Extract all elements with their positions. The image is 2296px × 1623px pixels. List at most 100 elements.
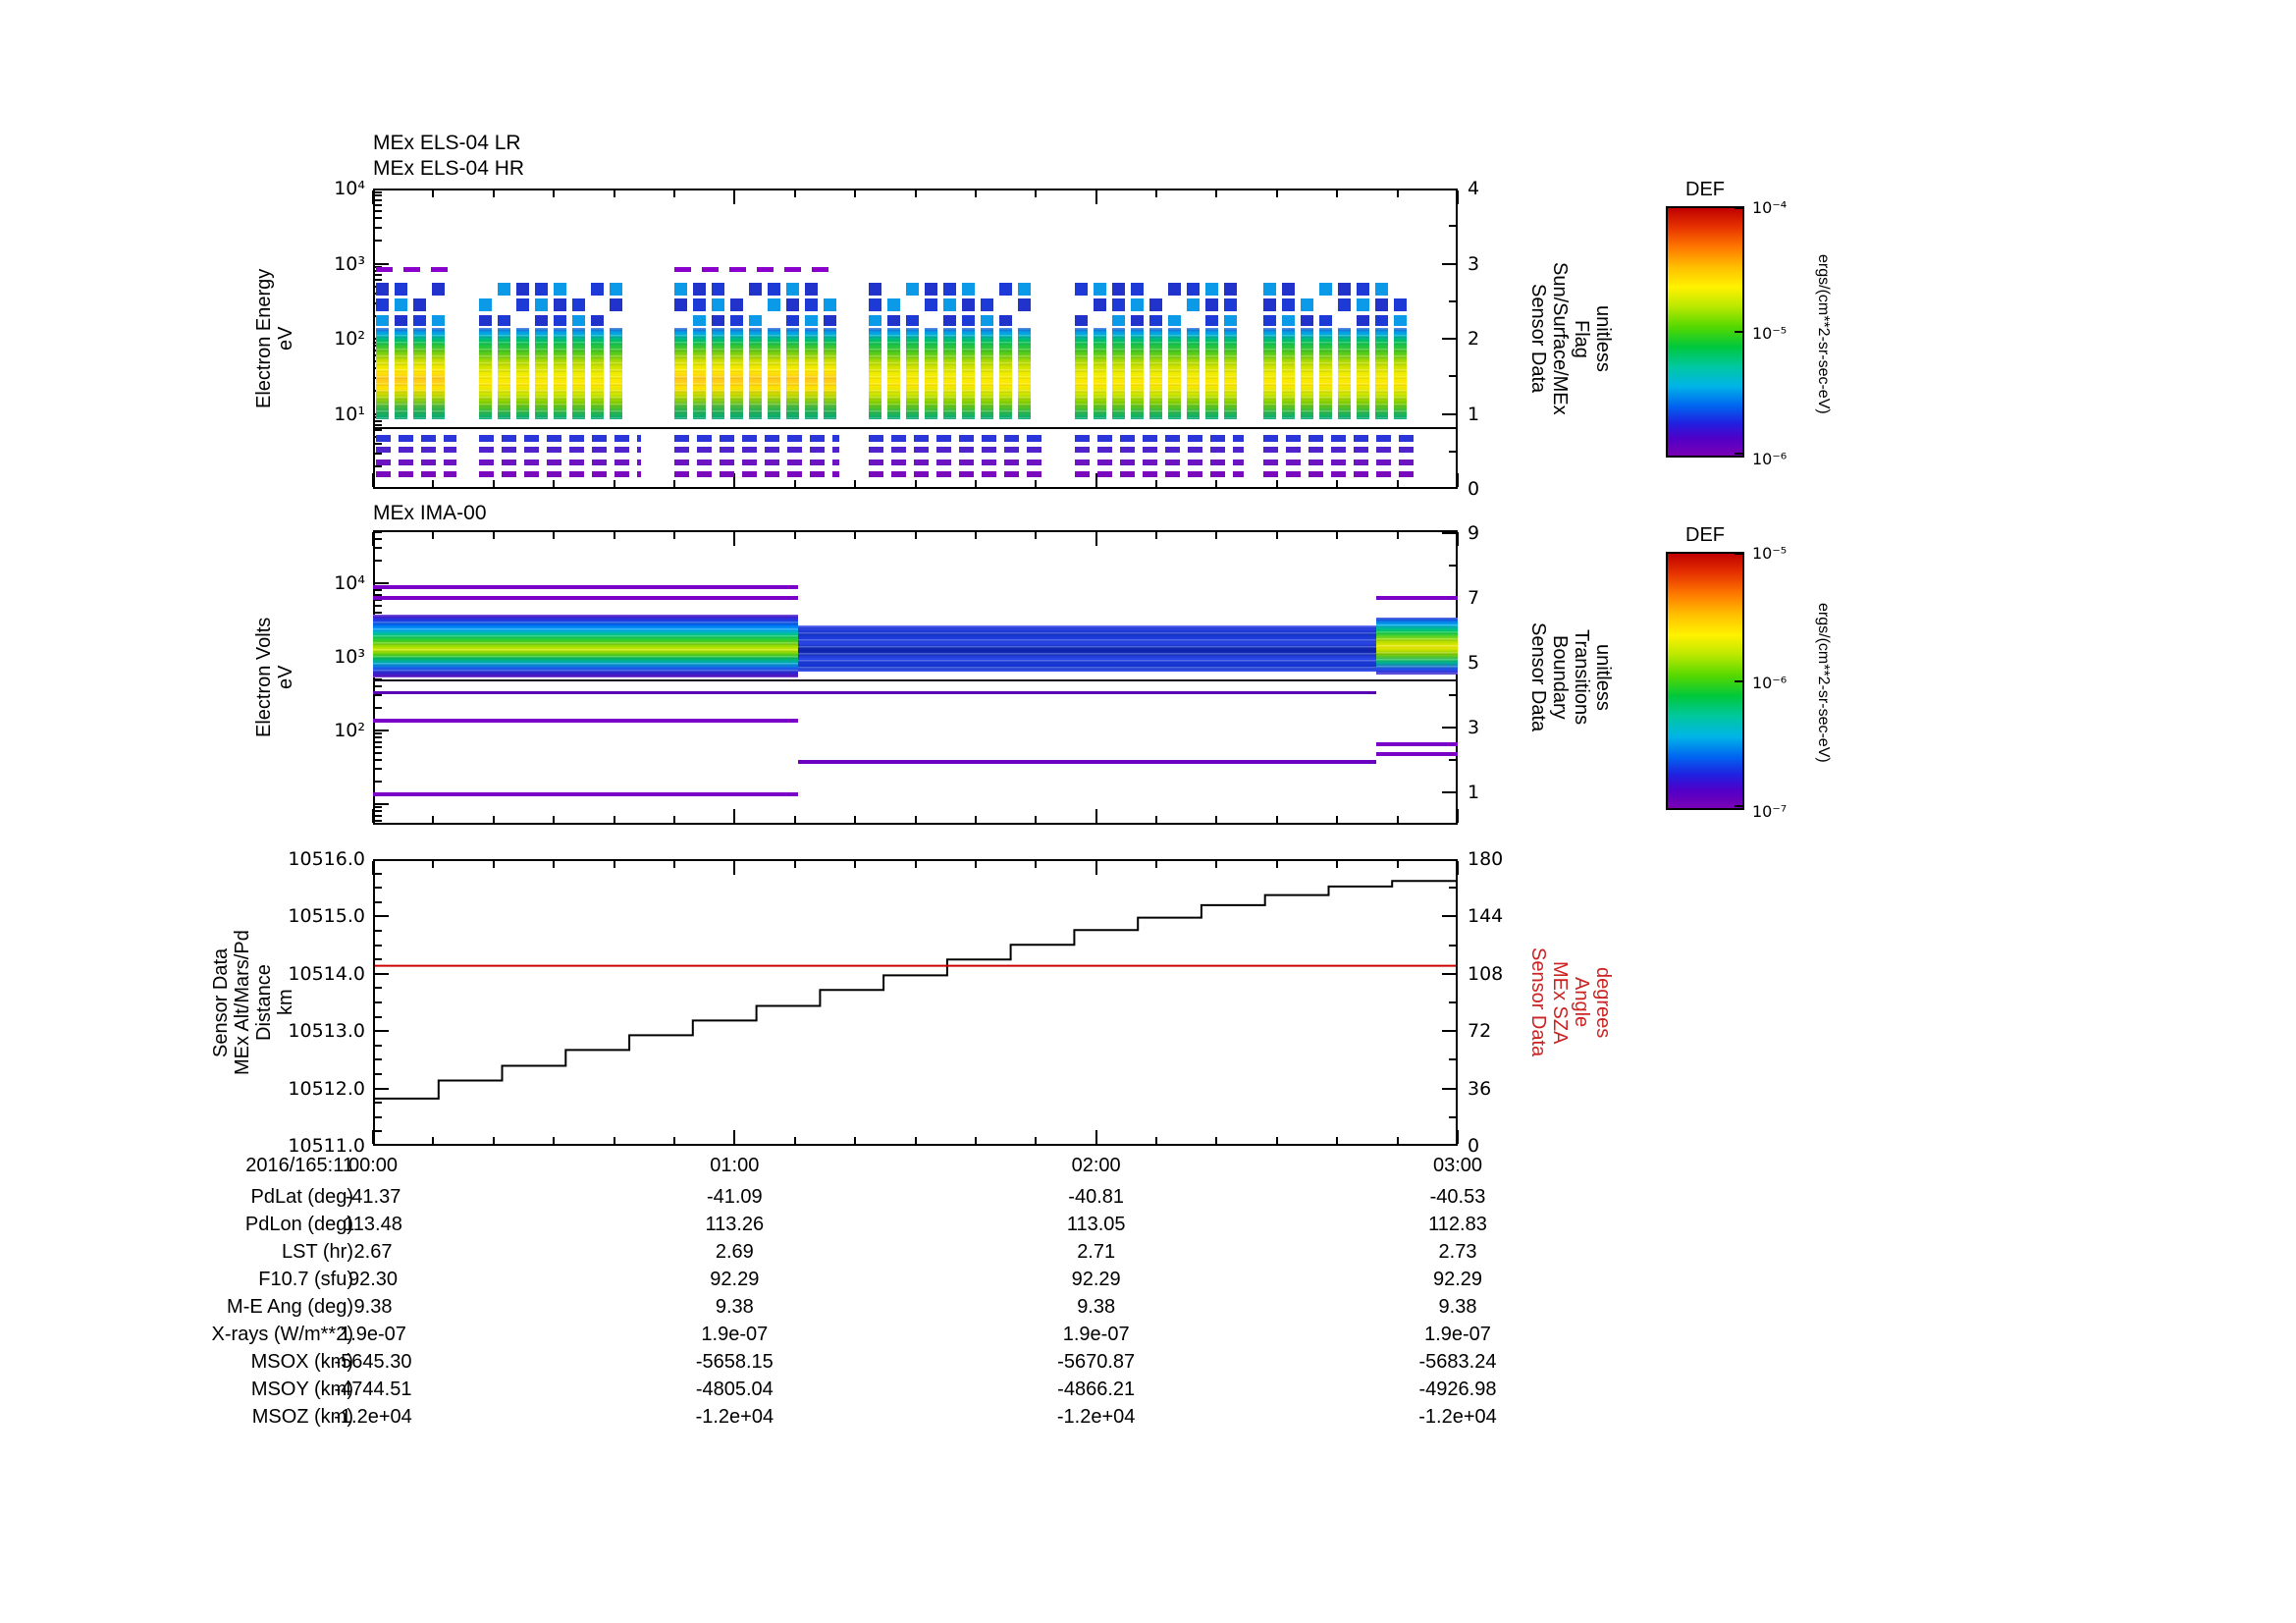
spectrogram-bar (1093, 327, 1106, 419)
tick-mark (375, 1115, 382, 1118)
tick-mark (914, 480, 917, 487)
spectrogram-block (479, 315, 493, 326)
spectrogram-block (1074, 282, 1088, 296)
tick-mark (914, 816, 917, 823)
spectrogram-bar (824, 327, 837, 419)
spectrogram-block (1338, 298, 1352, 311)
table-value: -1.2e+04 (1056, 1406, 1136, 1428)
table-value: -40.53 (1429, 1186, 1486, 1208)
els-title-hr: MEx ELS-04 HR (373, 157, 525, 180)
table-value: 9.38 (1438, 1296, 1477, 1318)
spectrogram-block (824, 298, 837, 311)
ima-band (373, 718, 799, 723)
spectrogram-bar (749, 327, 763, 419)
spectrogram-bar (413, 327, 427, 419)
tick-mark (372, 861, 374, 875)
spectrogram-block (1111, 298, 1125, 311)
spectrogram-block (376, 282, 390, 296)
tick-mark (375, 530, 382, 533)
alt-y-tick-label: 10514.0 (288, 962, 365, 985)
tick-mark (375, 419, 382, 422)
spectrogram-block (961, 282, 975, 296)
tick-mark (1442, 915, 1456, 918)
spectrogram-block (554, 298, 567, 311)
tick-mark (1457, 190, 1459, 204)
ima-right-tick-label: 3 (1468, 717, 1480, 738)
els-right-axis-title: Sensor Data Sun/Surface/MEx Flag unitles… (1527, 262, 1614, 415)
spectrogram-bar (591, 327, 605, 419)
spectrogram-block (1394, 298, 1408, 311)
spectrogram-block (1263, 315, 1277, 326)
ima-y-tick-label: 10⁴ (334, 572, 365, 594)
spectrogram-block (1093, 298, 1106, 311)
alt-y-tick-label: 10516.0 (288, 848, 365, 870)
tick-mark (793, 861, 796, 868)
tick-mark (1035, 480, 1038, 487)
spectrogram-block (712, 315, 725, 326)
tick-mark (375, 736, 382, 739)
table-row-label: PdLat (deg) (250, 1186, 353, 1208)
spectrogram-block (805, 315, 819, 326)
tick-mark (1442, 338, 1456, 340)
tick-mark (1275, 861, 1278, 868)
altitude-line-chart (375, 880, 1456, 1100)
spectrogram-block (674, 282, 688, 296)
dash-row (1074, 447, 1245, 454)
dash-row (674, 447, 840, 454)
table-value: 113.26 (705, 1214, 765, 1235)
els-y-tick-label: 10³ (334, 252, 365, 275)
tick-mark (854, 532, 857, 539)
els-flag-tick-label: 4 (1468, 178, 1480, 199)
tick-mark (1442, 262, 1456, 265)
tick-mark (375, 1030, 389, 1033)
tick-mark (1449, 225, 1456, 228)
tick-mark (375, 547, 382, 550)
spectrogram-block (942, 282, 956, 296)
spectrogram-bar (786, 327, 800, 419)
tick-mark (375, 210, 382, 213)
tick-mark (375, 611, 382, 614)
tick-mark (375, 987, 382, 990)
dash-row (674, 435, 840, 442)
spectrogram-block (535, 282, 549, 296)
spectrogram-block (413, 298, 427, 311)
els-y-tick-label: 10² (334, 328, 365, 350)
ima-right-tick-label: 1 (1468, 782, 1480, 803)
tick-mark (672, 861, 675, 868)
spectrogram-bar (1223, 327, 1237, 419)
spectrogram-block (1394, 315, 1408, 326)
table-value: -5670.87 (1057, 1351, 1136, 1373)
spectrogram-block (886, 298, 900, 311)
spectrogram-block (730, 298, 744, 311)
tick-mark (375, 900, 382, 903)
spectrogram-block (376, 298, 390, 311)
tick-mark (553, 816, 556, 823)
tick-mark (733, 1130, 736, 1144)
spectrogram-block (1223, 315, 1237, 326)
tick-mark (733, 473, 736, 487)
tick-mark (375, 240, 382, 243)
tick-mark (375, 740, 382, 743)
tick-mark (613, 532, 615, 539)
sza-tick-label: 180 (1468, 848, 1504, 870)
spectrogram-bar (432, 327, 446, 419)
spectrogram-block (868, 298, 881, 311)
ima-band (373, 678, 1458, 682)
dash-row (376, 435, 457, 442)
tick-mark (375, 274, 382, 277)
tick-mark (854, 480, 857, 487)
spectrogram-block (1130, 298, 1144, 311)
tick-mark (375, 768, 382, 771)
spectrogram-block (805, 282, 819, 296)
table-row-label: MSOY (km) (250, 1379, 353, 1400)
table-row-label: LST (hr) (282, 1241, 353, 1263)
spectrogram-block (712, 298, 725, 311)
tick-mark (1457, 809, 1459, 823)
tick-mark (375, 958, 382, 961)
spectrogram-block (961, 315, 975, 326)
spectrogram-block (1204, 315, 1218, 326)
dash-row (674, 471, 840, 477)
tick-mark (1735, 331, 1742, 333)
spectrogram-block (1282, 298, 1296, 311)
